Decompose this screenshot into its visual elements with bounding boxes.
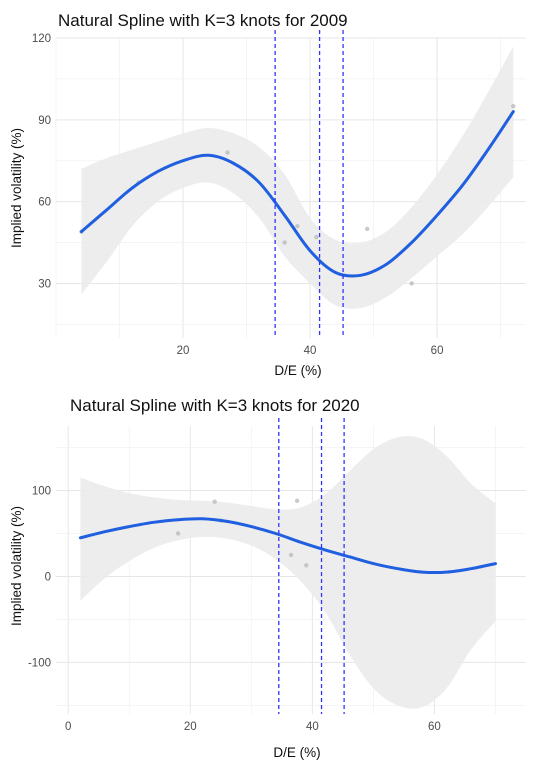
data-point (282, 240, 287, 245)
data-point (295, 223, 300, 229)
y-axis-title: Implied volatility (%) (9, 128, 24, 248)
data-point (511, 103, 516, 109)
data-point (225, 150, 230, 155)
spline-fit-line (79, 110, 515, 278)
y-tick-label: 90 (38, 115, 51, 127)
y-tick-label: 120 (32, 33, 51, 45)
x-tick-label: 60 (428, 721, 441, 733)
x-tick-label: 20 (177, 345, 190, 357)
data-point (314, 234, 319, 240)
confidence-band (80, 436, 496, 709)
confidence-band (81, 46, 514, 309)
y-tick-label: 60 (38, 197, 51, 209)
x-tick-label: 0 (65, 721, 71, 733)
chart-2020: Natural Spline with K=3 knots for 2020 D… (9, 396, 526, 760)
spline-fit-line (78, 517, 497, 575)
y-tick-label: 0 (45, 571, 51, 583)
data-point (212, 499, 217, 504)
x-tick-label: 40 (304, 345, 317, 357)
y-axis-title: Implied volatility (%) (9, 506, 24, 626)
plot-area (55, 30, 526, 338)
y-tick-label: -100 (28, 657, 51, 669)
data-point (294, 498, 300, 503)
data-point (365, 226, 370, 232)
x-axis-title: D/E (%) (274, 363, 321, 378)
y-tick-label: 100 (32, 485, 51, 497)
chart-title: Natural Spline with K=3 knots for 2009 (58, 11, 348, 30)
x-axis-title: D/E (%) (273, 745, 320, 760)
chart-2009: Natural Spline with K=3 knots for 2009 D… (9, 11, 526, 378)
plot-area (56, 418, 526, 714)
x-tick-label: 60 (431, 345, 444, 357)
x-tick-label: 20 (184, 721, 197, 733)
x-tick-label: 40 (306, 721, 319, 733)
data-point (409, 281, 414, 286)
data-point (288, 552, 294, 558)
y-tick-label: 30 (38, 278, 51, 290)
data-point (304, 563, 309, 568)
data-point (175, 531, 181, 536)
chart-title: Natural Spline with K=3 knots for 2020 (70, 396, 360, 415)
